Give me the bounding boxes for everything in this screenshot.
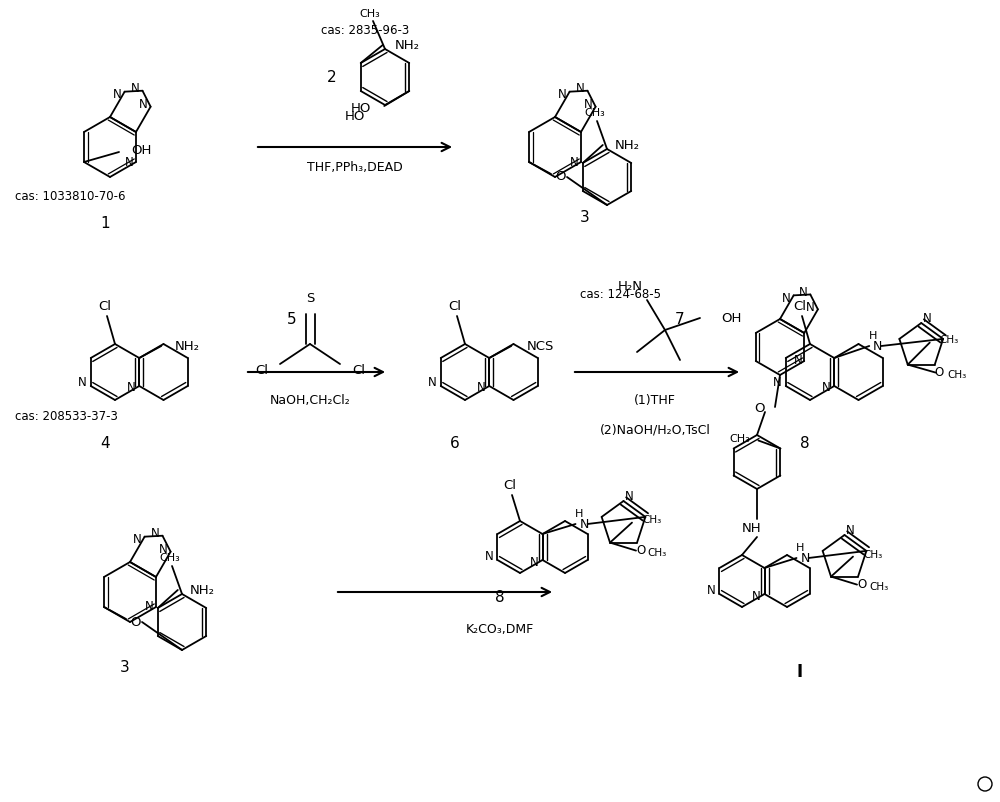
Text: cas: 124-68-5: cas: 124-68-5 — [580, 287, 660, 301]
Text: NH₂: NH₂ — [190, 584, 215, 597]
Text: O: O — [555, 171, 565, 184]
Text: OH: OH — [721, 311, 741, 325]
Text: N: N — [78, 375, 87, 388]
Text: 4: 4 — [100, 436, 110, 452]
Text: N: N — [428, 375, 437, 388]
Text: N: N — [151, 527, 159, 541]
Text: Cl: Cl — [449, 299, 462, 313]
Text: N: N — [570, 156, 579, 168]
Text: N: N — [159, 543, 168, 556]
Text: NH₂: NH₂ — [395, 38, 420, 51]
Text: CH₃: CH₃ — [647, 548, 666, 557]
Text: O: O — [130, 615, 140, 629]
Text: 6: 6 — [450, 436, 460, 452]
Text: H: H — [796, 543, 805, 553]
Text: HO: HO — [351, 103, 371, 115]
Text: N: N — [125, 156, 134, 168]
Text: H: H — [575, 509, 584, 519]
Text: N: N — [873, 341, 883, 354]
Text: 8: 8 — [800, 436, 810, 452]
Text: NH₂: NH₂ — [615, 139, 640, 152]
Text: Cl: Cl — [352, 363, 365, 376]
Text: CH₃: CH₃ — [730, 434, 750, 444]
Text: N: N — [126, 382, 135, 395]
Text: N: N — [782, 292, 791, 305]
Text: CH₃: CH₃ — [863, 549, 882, 560]
Text: N: N — [113, 88, 122, 101]
Text: N: N — [923, 313, 932, 326]
Text: N: N — [707, 584, 715, 597]
Text: THF,PPh₃,DEAD: THF,PPh₃,DEAD — [307, 160, 403, 173]
Text: OH: OH — [131, 144, 151, 156]
Text: N: N — [139, 98, 148, 111]
Text: Cl: Cl — [794, 299, 806, 313]
Text: N: N — [485, 549, 493, 562]
Text: 5: 5 — [287, 313, 297, 327]
Text: H: H — [869, 331, 877, 341]
Text: S: S — [306, 293, 314, 306]
Text: O: O — [755, 403, 765, 415]
Text: N: N — [752, 589, 761, 602]
Text: CH₃: CH₃ — [869, 581, 888, 592]
Text: N: N — [801, 553, 810, 565]
Text: K₂CO₃,DMF: K₂CO₃,DMF — [466, 623, 534, 637]
Text: CH₃: CH₃ — [940, 334, 959, 345]
Text: CH₃: CH₃ — [360, 9, 380, 19]
Text: (2)NaOH/H₂O,TsCl: (2)NaOH/H₂O,TsCl — [600, 423, 710, 436]
Text: N: N — [476, 382, 485, 395]
Text: 8: 8 — [495, 589, 505, 605]
Text: N: N — [799, 286, 807, 299]
Text: NCS: NCS — [527, 339, 555, 353]
Text: cas: 1033810-70-6: cas: 1033810-70-6 — [15, 191, 126, 204]
Text: CH₃: CH₃ — [585, 108, 605, 118]
Text: N: N — [133, 533, 142, 546]
Text: N: N — [580, 519, 589, 532]
Text: Cl: Cl — [504, 479, 516, 492]
Text: HO: HO — [345, 111, 365, 124]
Text: N: N — [530, 556, 539, 569]
Text: NH: NH — [742, 522, 762, 536]
Text: N: N — [773, 375, 782, 388]
Text: N: N — [584, 98, 593, 111]
Text: N: N — [793, 354, 802, 367]
Text: N: N — [145, 601, 154, 614]
Text: 7: 7 — [675, 313, 685, 327]
Text: Cl: Cl — [98, 299, 111, 313]
Text: 2: 2 — [327, 70, 337, 84]
Text: N: N — [558, 88, 567, 101]
Text: cas: 2835-96-3: cas: 2835-96-3 — [321, 23, 409, 37]
Text: O: O — [636, 544, 646, 557]
Text: O: O — [934, 366, 943, 379]
Text: CH₃: CH₃ — [642, 515, 661, 525]
Text: Cl: Cl — [255, 363, 268, 376]
Text: O: O — [857, 578, 867, 591]
Text: I: I — [797, 663, 803, 681]
Text: N: N — [846, 525, 855, 537]
Text: NH₂: NH₂ — [175, 339, 200, 353]
Text: N: N — [821, 382, 830, 395]
Text: NaOH,CH₂Cl₂: NaOH,CH₂Cl₂ — [270, 394, 350, 407]
Text: (1)THF: (1)THF — [634, 394, 676, 407]
Text: N: N — [806, 301, 815, 314]
Text: 3: 3 — [580, 209, 590, 225]
Text: N: N — [131, 83, 139, 95]
Text: 1: 1 — [100, 217, 110, 232]
Text: N: N — [576, 83, 584, 95]
Text: CH₃: CH₃ — [160, 553, 180, 563]
Text: 3: 3 — [120, 659, 130, 674]
Text: N: N — [625, 491, 634, 504]
Text: cas: 208533-37-3: cas: 208533-37-3 — [15, 411, 118, 423]
Text: CH₃: CH₃ — [948, 370, 967, 379]
Text: H₂N: H₂N — [618, 281, 643, 294]
